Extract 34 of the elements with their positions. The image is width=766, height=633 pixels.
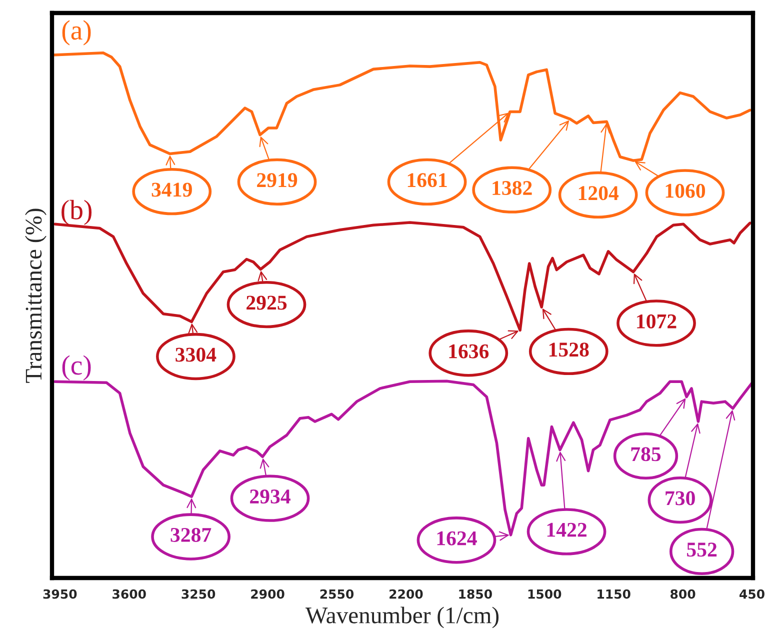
annotation: 1528 bbox=[549, 342, 589, 357]
annotation: 1060 bbox=[666, 184, 706, 198]
annotation: 2919 bbox=[257, 173, 298, 188]
series-label: (a) bbox=[62, 20, 91, 46]
x-axis-title: Wavenumber (1/cm) bbox=[305, 606, 499, 628]
annotation: 785 bbox=[631, 447, 661, 462]
x-tick-label: 2900 bbox=[251, 589, 284, 599]
annotation: 552 bbox=[687, 542, 717, 557]
annotation: 1624 bbox=[437, 531, 477, 546]
x-tick-label: 1500 bbox=[528, 589, 562, 599]
x-tick-label: 1150 bbox=[598, 589, 630, 599]
annotation: 1382 bbox=[492, 181, 532, 196]
x-tick-label: 2200 bbox=[390, 589, 423, 599]
annotation: 730 bbox=[666, 491, 695, 506]
series-label: (c) bbox=[62, 355, 91, 380]
annotation: 3304 bbox=[176, 348, 216, 362]
annotation: 1422 bbox=[547, 522, 586, 537]
annotation: 3287 bbox=[170, 528, 212, 542]
x-tick-label: 3600 bbox=[112, 589, 146, 599]
y-axis-title: Transmittance (%) bbox=[25, 208, 46, 383]
x-tick-label: 2550 bbox=[320, 589, 354, 599]
x-tick-label: 3950 bbox=[43, 589, 77, 599]
series-label: (b) bbox=[62, 200, 92, 226]
annotation: 1072 bbox=[637, 314, 676, 328]
x-tick-label: 1850 bbox=[459, 589, 492, 599]
annotation: 1636 bbox=[449, 344, 489, 358]
annotation: 1204 bbox=[578, 186, 619, 200]
annotation: 2934 bbox=[250, 490, 290, 504]
x-tick-label: 3250 bbox=[182, 589, 216, 599]
annotation: 1661 bbox=[408, 173, 447, 188]
annotation: 3419 bbox=[152, 182, 192, 197]
annotation: 2925 bbox=[246, 296, 287, 310]
x-tick-label: 800 bbox=[670, 589, 696, 599]
x-tick-label: 450 bbox=[740, 589, 764, 599]
